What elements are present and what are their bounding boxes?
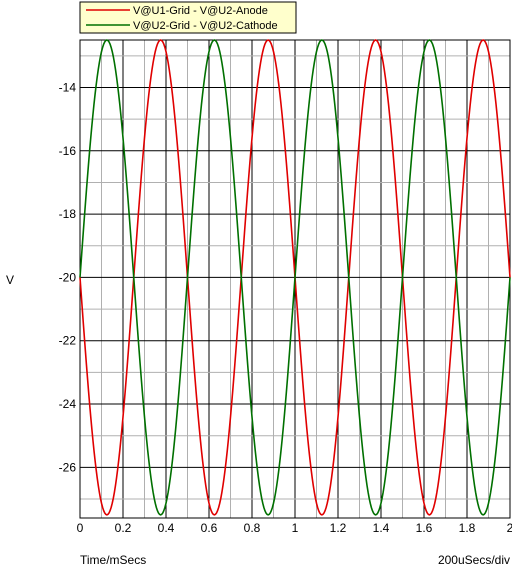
x-tick-labels: 0 0.2 0.4 0.6 0.8 1 1.2 1.4 1.6 1.8 2: [77, 521, 512, 535]
y-tick-label: -26: [59, 460, 77, 474]
x-tick-label: 1.6: [416, 521, 433, 535]
legend-box: [79, 1, 297, 34]
x-axis-label: Time/mSecs: [80, 553, 146, 567]
x-tick-label: 1.2: [330, 521, 347, 535]
x-tick-label: 0.8: [244, 521, 261, 535]
x-tick-label: 0.4: [158, 521, 175, 535]
y-tick-label: -22: [59, 334, 77, 348]
x-scale-note: 200uSecs/div: [438, 553, 510, 567]
series-line-2: [79, 39, 511, 516]
y-tick-label: -24: [59, 397, 77, 411]
x-tick-label: 2: [507, 521, 512, 535]
x-tick-label: 0.6: [201, 521, 218, 535]
x-tick-label: 1.4: [373, 521, 390, 535]
grid: [79, 40, 511, 518]
y-axis-label: V: [6, 273, 14, 287]
x-tick-label: 1.8: [459, 521, 476, 535]
y-tick-label: -16: [59, 144, 77, 158]
y-tick-label: -18: [59, 207, 77, 221]
legend-label-series-2: V@U2-Grid - V@U2-Cathode: [133, 20, 278, 32]
x-tick-label: 0.2: [115, 521, 132, 535]
x-tick-label: 0: [77, 521, 84, 535]
x-tick-label: 1: [292, 521, 299, 535]
series-layer: [79, 39, 511, 516]
y-tick-label: -14: [59, 80, 77, 94]
legend-label-series-1: V@U1-Grid - V@U2-Anode: [133, 5, 268, 17]
legend: V@U1-Grid - V@U2-Anode V@U2-Grid - V@U2-…: [79, 1, 297, 34]
y-tick-label: -20: [59, 270, 77, 284]
y-tick-labels: -14 -16 -18 -20 -22 -24 -26: [59, 80, 77, 474]
